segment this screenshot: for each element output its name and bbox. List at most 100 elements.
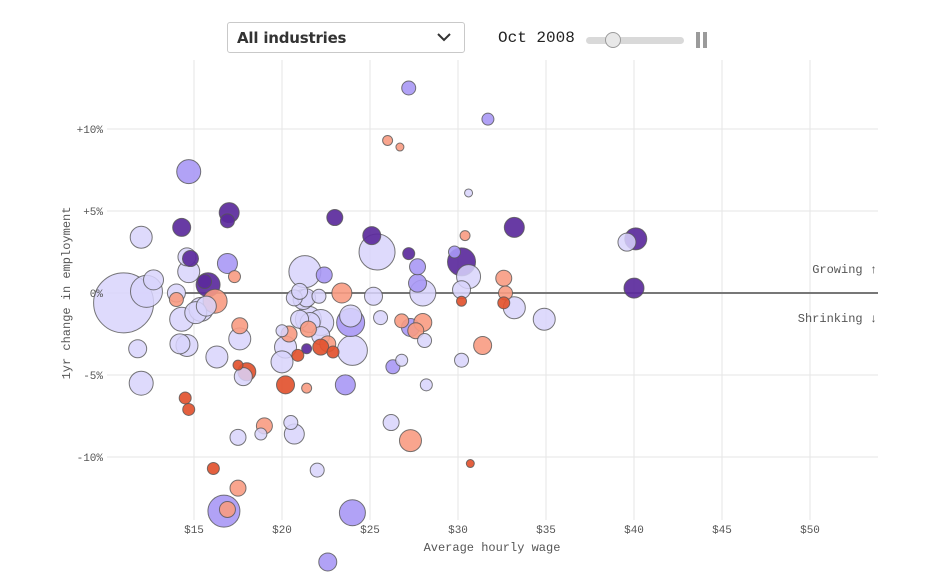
bubble-point — [169, 333, 191, 355]
bubble-point — [283, 415, 299, 431]
bubble-point — [334, 374, 356, 396]
industry-select[interactable]: All industries — [227, 22, 465, 53]
bubble-point — [205, 345, 229, 369]
bubble-point — [459, 230, 471, 242]
bubble-point — [318, 552, 338, 572]
bubble-point — [495, 269, 513, 287]
bubble-point — [336, 334, 368, 366]
y-tick-label: +5% — [83, 207, 103, 219]
bubble-point — [176, 159, 202, 185]
bubble-point — [331, 282, 353, 304]
bubble-point — [254, 427, 268, 441]
bubble-point — [464, 188, 474, 198]
bubble-point — [291, 348, 305, 362]
bubble-point — [382, 414, 400, 432]
bubble-point — [394, 313, 410, 329]
controls-bar: All industries Oct 2008 — [227, 22, 747, 55]
x-tick-label: $50 — [800, 525, 820, 537]
bubble-point — [276, 375, 296, 395]
bubble-point — [402, 247, 416, 261]
bubble-point — [197, 274, 213, 290]
bubble-point — [229, 428, 247, 446]
bubble-point — [195, 295, 217, 317]
bubble-point — [617, 232, 637, 252]
growing-annotation: Growing ↑ — [812, 263, 877, 277]
shrinking-annotation: Shrinking ↓ — [798, 312, 877, 326]
bubble-point — [398, 429, 422, 453]
bubble-point — [338, 499, 366, 527]
bubble-point — [218, 500, 236, 518]
x-tick-label: $25 — [360, 525, 380, 537]
bubble-point — [178, 391, 192, 405]
bubble-point — [172, 217, 192, 237]
bubble-point — [301, 382, 313, 394]
bubble-point — [417, 333, 433, 349]
bubble-point — [364, 286, 384, 306]
bubble-point — [456, 295, 468, 307]
bubble-point — [291, 282, 309, 300]
bubble-point — [143, 269, 165, 291]
x-tick-label: $35 — [536, 525, 556, 537]
bubble-point — [362, 226, 382, 246]
x-tick-label: $15 — [184, 525, 204, 537]
y-tick-label: -5% — [83, 371, 103, 383]
bubble-point — [233, 367, 253, 387]
x-tick-label: $40 — [624, 525, 644, 537]
y-tick-label: -10% — [77, 453, 104, 465]
bubble-point — [128, 370, 154, 396]
bubble-point — [301, 343, 313, 355]
bubble-point — [419, 378, 433, 392]
bubble-point — [312, 338, 330, 356]
bubble-point — [339, 304, 363, 328]
bubble-point — [128, 339, 148, 359]
bubble-point — [309, 462, 325, 478]
bubble-point — [503, 216, 525, 238]
y-axis-ticks: +10% +5% 0% -5% -10% — [77, 125, 104, 465]
bubble-point — [409, 258, 427, 276]
pause-icon-bar — [703, 32, 707, 48]
bubble-point — [408, 273, 428, 293]
bubble-point — [532, 307, 556, 331]
timeline-slider-handle[interactable] — [605, 32, 622, 48]
industry-select-value: All industries — [237, 29, 347, 47]
bubble-point — [497, 296, 511, 310]
bubble-point — [168, 292, 184, 308]
x-tick-label: $45 — [712, 525, 732, 537]
bubble-point — [270, 350, 294, 374]
x-axis-label: Average hourly wage — [424, 541, 561, 555]
bubble-point — [373, 310, 389, 326]
bubble-point — [227, 270, 241, 284]
bubble-point — [299, 320, 317, 338]
bubble-point — [407, 322, 425, 340]
bubble-point — [382, 134, 394, 146]
chevron-down-icon — [437, 33, 451, 42]
bubble-point — [129, 225, 153, 249]
y-tick-label: +10% — [77, 125, 104, 137]
bubble-point — [315, 266, 333, 284]
bubble-point — [275, 324, 289, 338]
date-label: Oct 2008 — [498, 29, 575, 47]
bubbles — [93, 80, 648, 572]
bubble-point — [401, 80, 417, 96]
bubble-point — [447, 245, 461, 259]
grid — [107, 60, 878, 520]
x-tick-label: $30 — [448, 525, 468, 537]
bubble-point — [219, 213, 235, 229]
x-axis-ticks: $15 $20 $25 $30 $35 $40 $45 $50 — [184, 525, 820, 537]
bubble-point — [623, 277, 645, 299]
bubble-point — [206, 461, 220, 475]
bubble-point — [288, 255, 322, 289]
pause-icon — [696, 32, 700, 48]
bubble-point — [231, 317, 249, 335]
y-axis-label: 1yr change in employment — [60, 207, 74, 380]
pause-button[interactable] — [696, 32, 708, 48]
bubble-point — [395, 142, 405, 152]
x-tick-label: $20 — [272, 525, 292, 537]
bubble-point — [181, 250, 199, 268]
timeline-slider[interactable] — [586, 32, 684, 48]
bubble-point — [326, 345, 340, 359]
bubble-point — [481, 112, 495, 126]
bubble-point — [229, 479, 247, 497]
bubble-point — [465, 459, 475, 469]
